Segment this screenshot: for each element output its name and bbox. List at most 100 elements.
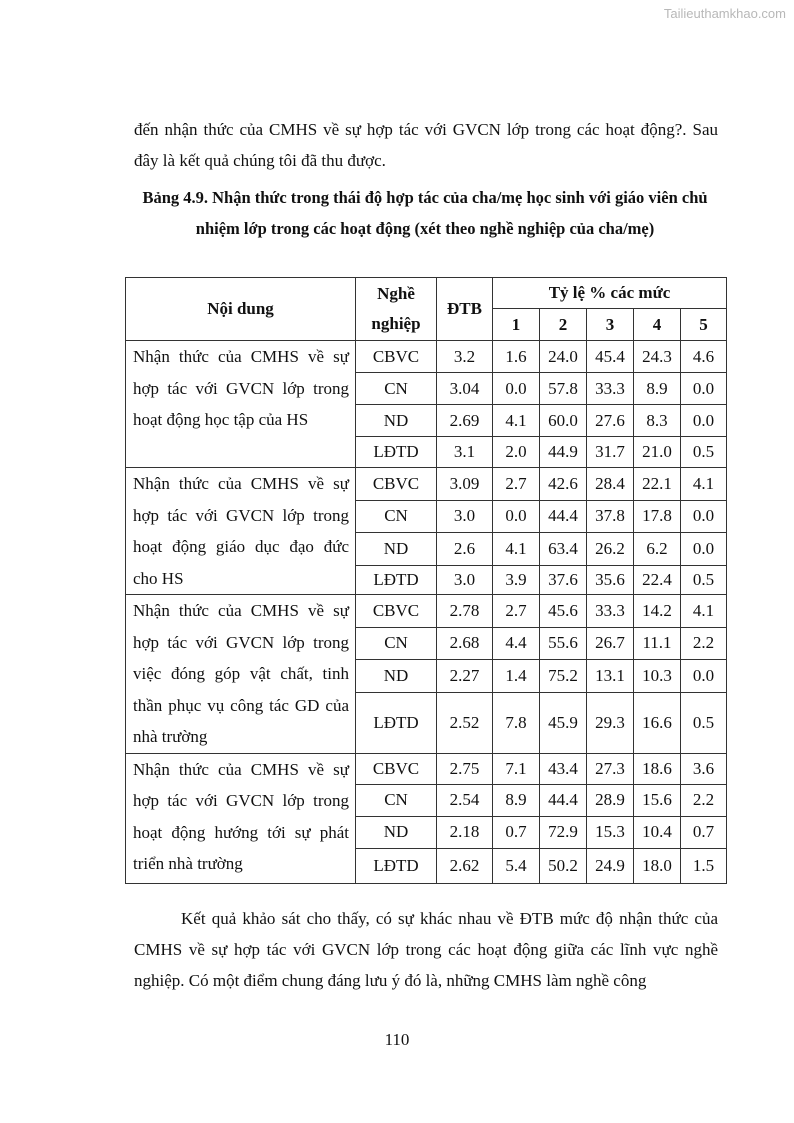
table-row: CN 2.54 8.9 44.4 28.9 15.6 2.2 — [126, 783, 728, 817]
rate-cell: 0.7 — [492, 815, 540, 849]
rate-cell: 0.0 — [679, 532, 728, 566]
dtb-cell: 3.0 — [436, 499, 493, 533]
rate-cell: 15.3 — [586, 815, 634, 849]
job-cell: ND — [355, 815, 437, 849]
rate-cell: 16.6 — [633, 691, 681, 754]
job-cell: CN — [355, 783, 437, 817]
job-cell: LĐTD — [355, 847, 437, 884]
results-table: Nội dung Nghề nghiệp ĐTB Tỷ lệ % các mức… — [125, 277, 728, 884]
rate-cell: 55.6 — [539, 626, 587, 660]
job-cell: LĐTD — [355, 564, 437, 595]
rate-cell: 75.2 — [539, 659, 587, 693]
rate-cell: 14.2 — [633, 594, 681, 628]
rate-cell: 7.8 — [492, 691, 540, 754]
dtb-cell: 2.27 — [436, 659, 493, 693]
rate-cell: 6.2 — [633, 532, 681, 566]
header-level: 4 — [633, 308, 681, 341]
intro-paragraph: đến nhận thức của CMHS về sự hợp tác với… — [134, 120, 718, 170]
rate-cell: 21.0 — [633, 436, 681, 468]
dtb-cell: 2.18 — [436, 815, 493, 849]
rate-cell: 2.2 — [679, 783, 728, 817]
rate-cell: 2.0 — [492, 436, 540, 468]
table-row: Nhận thức của CMHS về sự hợp tác với GVC… — [125, 467, 728, 595]
job-cell: CN — [355, 626, 437, 660]
rate-cell: 45.4 — [586, 340, 634, 373]
rate-cell: 8.3 — [633, 404, 681, 437]
job-cell: CBVC — [355, 467, 437, 501]
table-row: CN 3.04 0.0 57.8 33.3 8.9 0.0 — [126, 372, 728, 405]
rate-cell: 45.6 — [539, 594, 587, 628]
rate-cell: 0.5 — [679, 436, 728, 468]
dtb-cell: 2.68 — [436, 626, 493, 660]
rate-cell: 33.3 — [586, 372, 634, 405]
job-cell: CBVC — [355, 340, 437, 373]
job-cell: LĐTD — [355, 691, 437, 754]
rate-cell: 37.8 — [586, 499, 634, 533]
rate-cell: 2.7 — [492, 467, 540, 501]
rate-cell: 10.3 — [633, 659, 681, 693]
table-row: ND 2.27 1.4 75.2 13.1 10.3 0.0 — [126, 659, 728, 693]
table-row: ND 2.69 4.1 60.0 27.6 8.3 0.0 — [126, 404, 728, 437]
rate-cell: 63.4 — [539, 532, 587, 566]
rate-cell: 29.3 — [586, 691, 634, 754]
job-cell: LĐTD — [355, 436, 437, 468]
rate-cell: 0.7 — [679, 815, 728, 849]
rate-cell: 7.1 — [492, 752, 540, 785]
dtb-cell: 2.54 — [436, 783, 493, 817]
dtb-cell: 3.04 — [436, 372, 493, 405]
rate-cell: 28.4 — [586, 467, 634, 501]
dtb-cell: 2.62 — [436, 847, 493, 884]
content-cell: Nhận thức của CMHS về sự hợp tác với GVC… — [125, 340, 356, 468]
job-cell: CN — [355, 499, 437, 533]
header-level: 1 — [492, 308, 540, 341]
job-cell: ND — [355, 659, 437, 693]
rate-cell: 10.4 — [633, 815, 681, 849]
rate-cell: 72.9 — [539, 815, 587, 849]
table-row: CN 3.0 0.0 44.4 37.8 17.8 0.0 — [126, 499, 728, 533]
rate-cell: 8.9 — [492, 783, 540, 817]
rate-cell: 27.3 — [586, 752, 634, 785]
rate-cell: 1.4 — [492, 659, 540, 693]
dtb-cell: 2.78 — [436, 594, 493, 628]
rate-cell: 4.1 — [492, 404, 540, 437]
header-rate: Tỷ lệ % các mức — [491, 277, 728, 309]
content-cell: Nhận thức của CMHS về sự hợp tác với GVC… — [125, 467, 356, 595]
rate-cell: 5.4 — [492, 847, 540, 884]
rate-cell: 60.0 — [539, 404, 587, 437]
rate-cell: 33.3 — [586, 594, 634, 628]
rate-cell: 4.1 — [679, 467, 728, 501]
rate-cell: 4.4 — [492, 626, 540, 660]
job-cell: ND — [355, 404, 437, 437]
dtb-cell: 3.1 — [436, 436, 493, 468]
rate-cell: 0.0 — [679, 659, 728, 693]
rate-cell: 4.1 — [679, 594, 728, 628]
rate-cell: 0.5 — [679, 691, 728, 754]
dtb-cell: 3.09 — [436, 467, 493, 501]
job-cell: ND — [355, 532, 437, 566]
rate-cell: 4.6 — [679, 340, 728, 373]
rate-cell: 42.6 — [539, 467, 587, 501]
rate-cell: 44.4 — [539, 783, 587, 817]
rate-cell: 26.7 — [586, 626, 634, 660]
rate-cell: 13.1 — [586, 659, 634, 693]
rate-cell: 45.9 — [539, 691, 587, 754]
content-cell: Nhận thức của CMHS về sự hợp tác với GVC… — [125, 752, 356, 884]
table-row: CN 2.68 4.4 55.6 26.7 11.1 2.2 — [126, 626, 728, 660]
rate-cell: 11.1 — [633, 626, 681, 660]
rate-cell: 24.9 — [586, 847, 634, 884]
header-level: 3 — [586, 308, 634, 341]
table-row: LĐTD 2.52 7.8 45.9 29.3 16.6 0.5 — [126, 691, 728, 754]
table-row: LĐTD 2.62 5.4 50.2 24.9 18.0 1.5 — [126, 847, 728, 884]
table-row: Nhận thức của CMHS về sự hợp tác với GVC… — [125, 340, 728, 468]
rate-cell: 43.4 — [539, 752, 587, 785]
table-row: Nhận thức của CMHS về sự hợp tác với GVC… — [125, 752, 728, 884]
table-row: ND 2.18 0.7 72.9 15.3 10.4 0.7 — [126, 815, 728, 849]
dtb-cell: 3.0 — [436, 564, 493, 595]
body-paragraph: Kết quả khảo sát cho thấy, có sự khác nh… — [134, 909, 718, 990]
dtb-cell: 2.75 — [436, 752, 493, 785]
rate-cell: 0.0 — [492, 499, 540, 533]
job-cell: CN — [355, 372, 437, 405]
dtb-cell: 3.2 — [436, 340, 493, 373]
rate-cell: 0.5 — [679, 564, 728, 595]
header-level: 5 — [679, 308, 728, 341]
